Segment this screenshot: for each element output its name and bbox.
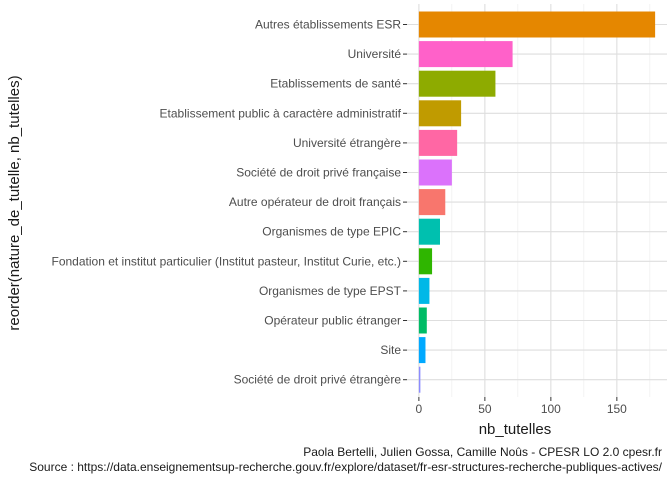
y-tick-label: Autres établissements ESR bbox=[255, 18, 401, 32]
y-tick-label: Site bbox=[380, 343, 401, 357]
bar bbox=[418, 70, 496, 97]
bar bbox=[418, 189, 446, 216]
bar bbox=[418, 129, 458, 156]
y-tick-label: Etablissement public à caractère adminis… bbox=[160, 106, 402, 120]
x-tick-label: 150 bbox=[607, 402, 627, 416]
y-tick-label: Université étrangère bbox=[293, 136, 401, 150]
y-tick-labels: Autres établissements ESR Université Etabl… bbox=[52, 18, 407, 387]
x-axis-title: nb_tutelles bbox=[479, 421, 552, 438]
bar bbox=[418, 159, 452, 186]
y-tick-label: Université bbox=[348, 47, 402, 61]
x-tick-label: 50 bbox=[478, 402, 492, 416]
y-tick-label: Etablissements de santé bbox=[270, 77, 401, 91]
bar bbox=[418, 366, 421, 393]
bar bbox=[418, 100, 462, 127]
y-tick-label: Société de droit privé française bbox=[236, 166, 401, 180]
bar bbox=[418, 277, 430, 304]
bar bbox=[418, 307, 427, 334]
x-tick-label: 0 bbox=[416, 402, 423, 416]
y-tick-label: Organismes de type EPST bbox=[259, 284, 402, 298]
bar bbox=[418, 337, 426, 364]
x-tick-labels: 0 50 100 150 bbox=[416, 397, 627, 416]
y-tick-label: Fondation et institut particulier (Insti… bbox=[52, 254, 402, 268]
bar bbox=[418, 248, 433, 275]
y-tick-label: Société de droit privé étrangère bbox=[234, 373, 402, 387]
bars bbox=[418, 11, 656, 393]
y-tick-label: Autre opérateur de droit français bbox=[229, 195, 401, 209]
bar bbox=[418, 218, 440, 245]
y-tick-label: Organismes de type EPIC bbox=[262, 225, 401, 239]
x-tick-label: 100 bbox=[541, 402, 561, 416]
bar bbox=[418, 41, 513, 68]
caption-credits: Paola Bertelli, Julien Gossa, Camille No… bbox=[303, 445, 662, 459]
y-tick-label: Opérateur public étranger bbox=[264, 314, 401, 328]
bar bbox=[418, 11, 656, 38]
caption-source: Source : https://data.enseignementsup-re… bbox=[29, 460, 662, 474]
y-axis-title: reorder(nature_de_tutelle, nb_tutelles) bbox=[6, 75, 23, 330]
